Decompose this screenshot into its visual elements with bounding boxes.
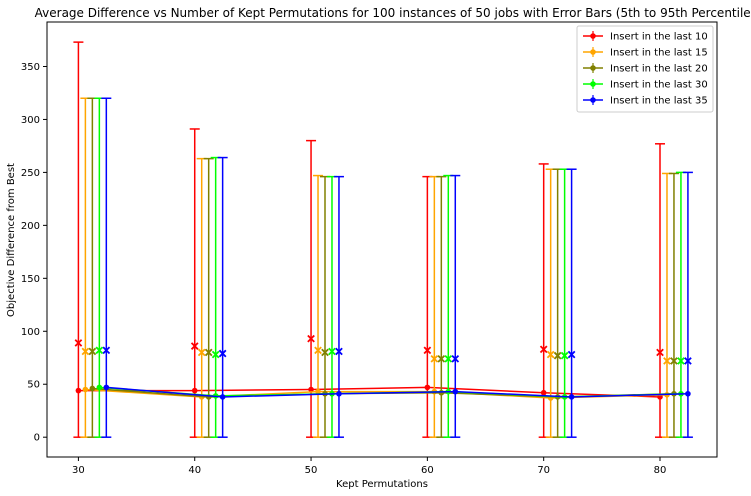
legend-marker bbox=[590, 49, 596, 55]
y-tick-label: 0 bbox=[34, 433, 40, 444]
mean-marker bbox=[321, 348, 329, 357]
plot-area bbox=[73, 41, 693, 438]
mean-marker bbox=[560, 351, 569, 360]
data-point bbox=[308, 386, 314, 393]
data-point bbox=[89, 385, 96, 392]
mean-marker bbox=[335, 347, 343, 356]
y-axis: 0 50 100 150 200 250 300 350 bbox=[21, 62, 47, 444]
x-axis: 30 40 50 60 70 80 bbox=[72, 457, 666, 476]
series-group bbox=[80, 97, 672, 438]
mean-marker bbox=[328, 347, 336, 356]
series-line bbox=[106, 386, 688, 398]
legend-label: Insert in the last 15 bbox=[610, 48, 708, 59]
legend-box bbox=[576, 25, 714, 113]
mean-marker bbox=[656, 348, 664, 357]
legend-label: Insert in the last 20 bbox=[610, 64, 708, 75]
data-point bbox=[568, 394, 575, 400]
mean-marker bbox=[81, 347, 90, 356]
x-tick-label: 40 bbox=[188, 465, 201, 476]
mean-marker bbox=[95, 346, 104, 355]
data-point bbox=[75, 387, 82, 394]
y-tick-label: 350 bbox=[21, 62, 40, 73]
x-tick-label: 30 bbox=[72, 465, 85, 476]
legend: Insert in the last 10 Insert in the last … bbox=[576, 25, 714, 113]
series-group bbox=[73, 41, 666, 438]
data-point bbox=[82, 386, 89, 393]
x-tick-label: 80 bbox=[654, 465, 667, 476]
mean-marker bbox=[190, 342, 199, 350]
x-axis-label: Kept Permutations bbox=[336, 479, 428, 490]
data-point bbox=[219, 394, 226, 400]
data-point bbox=[315, 388, 321, 395]
data-point bbox=[424, 384, 431, 391]
mean-marker bbox=[437, 354, 446, 363]
legend-marker bbox=[590, 97, 596, 103]
y-axis-label: Objective Difference from Best bbox=[6, 163, 17, 317]
mean-marker bbox=[204, 348, 213, 357]
series-group bbox=[101, 97, 693, 438]
mean-marker bbox=[451, 354, 460, 363]
data-point bbox=[452, 388, 459, 395]
mean-marker bbox=[684, 357, 692, 365]
mean-marker bbox=[211, 350, 220, 359]
mean-marker bbox=[74, 339, 83, 347]
series-line bbox=[78, 386, 661, 398]
mean-marker bbox=[663, 357, 671, 365]
y-tick-label: 200 bbox=[21, 221, 40, 232]
mean-marker bbox=[88, 347, 97, 356]
chart-title: Average Difference vs Number of Kept Per… bbox=[35, 6, 751, 20]
mean-marker bbox=[539, 345, 548, 354]
data-point bbox=[438, 389, 445, 396]
mean-marker bbox=[546, 350, 555, 359]
y-tick-label: 300 bbox=[21, 115, 40, 126]
x-tick-label: 70 bbox=[537, 465, 550, 476]
mean-marker bbox=[218, 349, 227, 358]
data-point bbox=[336, 390, 342, 397]
mean-marker bbox=[677, 357, 685, 365]
data-point bbox=[540, 389, 547, 396]
mean-marker bbox=[314, 346, 322, 355]
mean-marker bbox=[430, 354, 439, 363]
mean-marker bbox=[102, 346, 111, 355]
y-tick-label: 50 bbox=[27, 380, 40, 391]
data-point bbox=[191, 387, 198, 394]
legend-label: Insert in the last 30 bbox=[610, 80, 708, 91]
data-point bbox=[96, 384, 103, 391]
legend-label: Insert in the last 10 bbox=[610, 32, 708, 43]
y-tick-label: 150 bbox=[21, 274, 40, 285]
mean-marker bbox=[444, 354, 453, 363]
plot-frame bbox=[46, 21, 718, 458]
legend-marker bbox=[590, 81, 596, 87]
y-tick-label: 250 bbox=[21, 168, 40, 179]
mean-marker bbox=[197, 348, 206, 357]
y-tick-label: 100 bbox=[21, 327, 40, 338]
mean-marker bbox=[670, 357, 678, 365]
mean-marker bbox=[567, 350, 576, 359]
legend-marker bbox=[590, 33, 596, 39]
mean-marker bbox=[307, 334, 315, 343]
legend-marker bbox=[590, 65, 596, 71]
mean-marker bbox=[423, 346, 432, 355]
legend-label: Insert in the last 35 bbox=[610, 96, 708, 107]
data-point bbox=[685, 390, 691, 397]
mean-marker bbox=[553, 351, 562, 360]
data-point bbox=[103, 384, 110, 391]
series-group bbox=[87, 97, 679, 438]
x-tick-label: 60 bbox=[421, 465, 434, 476]
x-tick-label: 50 bbox=[305, 465, 318, 476]
